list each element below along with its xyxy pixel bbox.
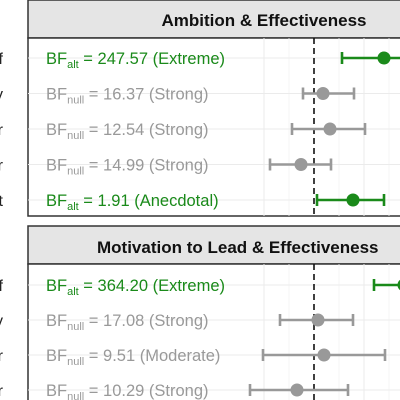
point-estimate — [290, 383, 304, 397]
rows-panel-1: elf BFalt = 247.57 (Extreme) rty BFnull = 1… — [0, 50, 400, 213]
bf-annotation: BFalt = 364.20 (Extreme) — [46, 277, 225, 298]
point-estimate — [346, 193, 360, 207]
panel-header-bg — [27, 225, 400, 265]
bf-annotation: BFnull = 10.29 (Strong) — [46, 382, 209, 400]
bf-annotation: BFnull = 17.08 (Strong) — [46, 312, 209, 333]
rows-panel-2: elf BFalt = 364.20 (Extreme) rty BFnull = 1… — [0, 277, 400, 400]
panel-plot-frame — [27, 37, 400, 217]
panel-plot-frame — [27, 263, 400, 400]
row-label: rty — [0, 313, 3, 330]
row-label: elf — [0, 51, 4, 68]
panel-title: Motivation to Lead & Effectiveness — [97, 238, 379, 257]
bf-annotation: BFnull = 14.99 (Strong) — [46, 157, 209, 178]
panel-title: Ambition & Effectiveness — [162, 11, 367, 30]
bf-annotation: BFnull = 9.51 (Moderate) — [46, 347, 220, 368]
row-label: er — [0, 122, 4, 139]
panel-header-bg — [27, 0, 400, 39]
point-estimate — [294, 158, 308, 171]
point-estimate — [311, 313, 325, 327]
row-label: er — [0, 383, 4, 400]
point-estimate — [323, 122, 337, 136]
bf-annotation: BFalt = 247.57 (Extreme) — [46, 50, 225, 71]
bf-annotation: BFalt = 1.91 (Anecdotal) — [46, 192, 219, 213]
panel-ambition: Ambition & Effectiveness elf BFalt = 247.… — [0, 0, 400, 217]
point-estimate — [317, 348, 331, 362]
row-label: rty — [0, 87, 3, 104]
row-label: elf — [0, 278, 4, 295]
panel-motivation: Motivation to Lead & Effectiveness elf BF… — [0, 225, 400, 400]
point-estimate — [316, 87, 330, 100]
row-label: ort — [0, 193, 4, 210]
bf-annotation: BFnull = 12.54 (Strong) — [46, 121, 209, 142]
row-label: er — [0, 158, 4, 175]
bf-annotation: BFnull = 16.37 (Strong) — [46, 86, 209, 107]
point-estimate — [397, 279, 400, 291]
row-label: er — [0, 348, 4, 365]
point-estimate — [377, 51, 391, 65]
